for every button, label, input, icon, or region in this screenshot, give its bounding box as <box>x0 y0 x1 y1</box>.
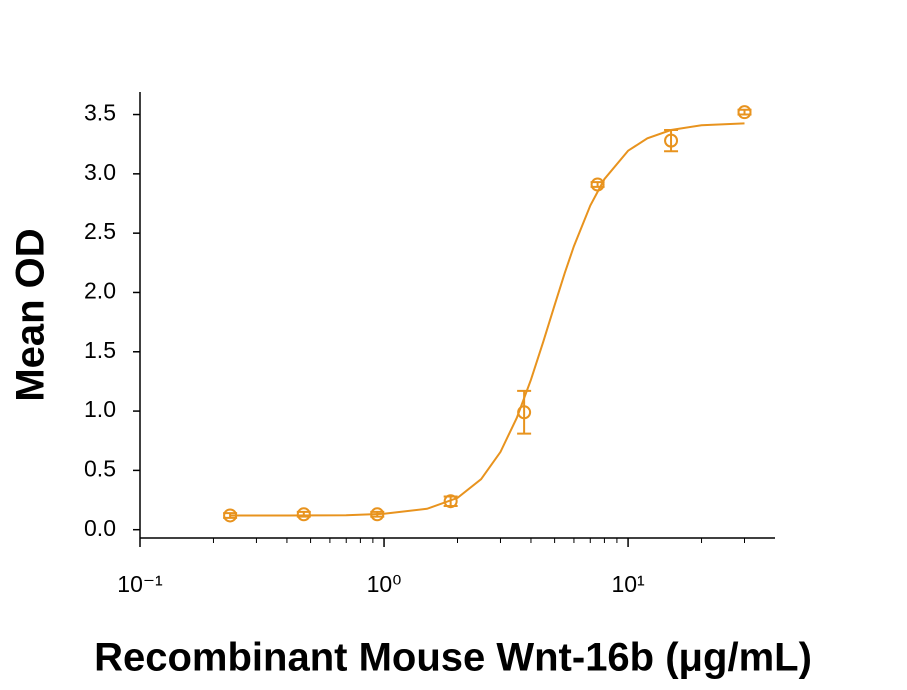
y-tick-label: 3.0 <box>84 159 116 185</box>
y-tick-label: 2.0 <box>84 278 116 304</box>
x-tick-label: 10⁻¹ <box>117 571 163 597</box>
y-tick-label: 3.5 <box>84 100 116 126</box>
y-tick-label: 1.5 <box>84 337 116 363</box>
data-point <box>443 494 458 509</box>
x-axis-title: Recombinant Mouse Wnt-16b (μg/mL) <box>94 636 812 680</box>
data-point <box>296 507 311 522</box>
y-tick-label: 0.5 <box>84 455 116 481</box>
error-bar <box>517 389 532 435</box>
data-point <box>664 133 679 148</box>
data-point <box>517 405 532 420</box>
y-tick-label: 1.0 <box>84 396 116 422</box>
data-point <box>590 177 605 192</box>
x-tick-label: 10¹ <box>611 571 645 597</box>
data-point <box>737 105 752 120</box>
y-axis-title: Mean OD <box>9 228 53 401</box>
x-tick-label: 10⁰ <box>367 571 402 597</box>
y-tick-label: 0.0 <box>84 515 116 541</box>
fit-curve <box>230 122 745 517</box>
data-point <box>370 507 385 522</box>
data-point <box>223 508 238 523</box>
y-tick-label: 2.5 <box>84 218 116 244</box>
error-bar <box>664 128 679 153</box>
